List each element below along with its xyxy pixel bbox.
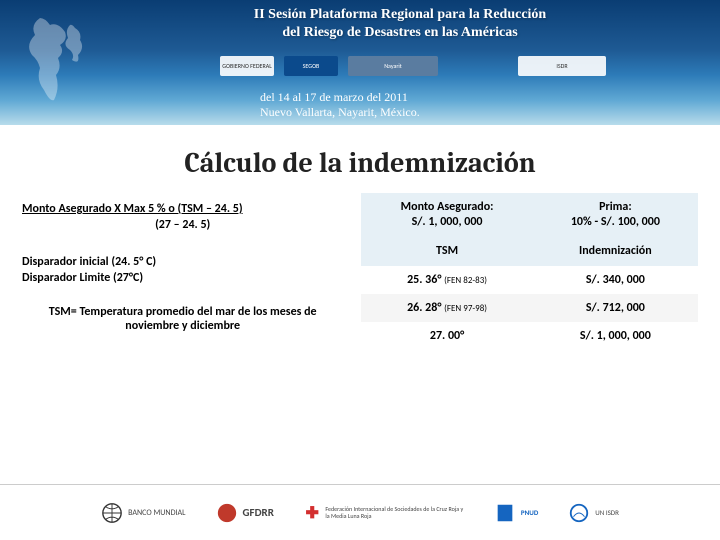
left-column: Monto Asegurado X Max 5 % o (TSM – 24. 5…	[22, 193, 343, 350]
badge-segob: SEGOB	[284, 56, 338, 76]
logo-world-bank: BANCO MUNDIAL	[101, 502, 185, 524]
banner-title-line2: del Riesgo de Desastres en las Américas	[282, 25, 517, 40]
badge-gobierno: GOBIERNO FEDERAL	[220, 56, 274, 76]
banner-subtitle: del 14 al 17 de marzo del 2011 Nuevo Val…	[260, 90, 420, 119]
banner-title-line1: II Sesión Plataforma Regional para la Re…	[254, 7, 546, 22]
th-monto: Monto Asegurado: S/. 1, 000, 000	[361, 193, 532, 237]
trigger-initial: Disparador inicial (24. 5° C)	[22, 255, 343, 271]
badge-isdr: ISDR	[518, 56, 606, 76]
indemnity-table: Monto Asegurado: S/. 1, 000, 000 Prima: …	[361, 193, 698, 350]
tsm-note: TSM= Temperatura promedio del mar de los…	[22, 305, 343, 333]
table-body: 25. 36° (FEN 82-83) S/. 340, 000 26. 28°…	[361, 266, 698, 350]
formula-numerator: Monto Asegurado X Max 5 % o (TSM – 24. 5…	[22, 201, 343, 217]
logo-gfdrr: GFDRR	[216, 502, 274, 524]
formula-denominator: (27 – 24. 5)	[22, 217, 343, 233]
header-banner: II Sesión Plataforma Regional para la Re…	[0, 0, 720, 125]
content-area: Monto Asegurado X Max 5 % o (TSM – 24. 5…	[0, 179, 720, 350]
right-column: Monto Asegurado: S/. 1, 000, 000 Prima: …	[361, 193, 698, 350]
footer-logos: BANCO MUNDIAL GFDRR Federación Internaci…	[0, 484, 720, 540]
sponsor-badge-row: GOBIERNO FEDERAL SEGOB Nayarit ISDR	[220, 56, 606, 76]
table-row: 26. 28° (FEN 97-98) S/. 712, 000	[361, 294, 698, 322]
banner-title: II Sesión Plataforma Regional para la Re…	[120, 6, 680, 41]
trigger-limit: Disparador Limite (27°C)	[22, 271, 343, 287]
formula-block: Monto Asegurado X Max 5 % o (TSM – 24. 5…	[22, 201, 343, 233]
page-title: Cálculo de la indemnización	[0, 147, 720, 179]
banner-sub-line2: Nuevo Vallarta, Nayarit, México.	[260, 105, 420, 119]
th-prima: Prima: 10% - S/. 100, 000	[533, 193, 698, 237]
th-tsm: TSM	[361, 237, 532, 266]
banner-sub-line1: del 14 al 17 de marzo del 2011	[260, 90, 408, 104]
th-indem: Indemnización	[533, 237, 698, 266]
logo-isdr: UN ISDR	[568, 502, 619, 524]
americas-map-graphic	[10, 10, 110, 110]
logo-ifrc: Federación Internacional de Sociedades d…	[304, 502, 464, 524]
table-row: 27. 00° S/. 1, 000, 000	[361, 322, 698, 350]
table-row: 25. 36° (FEN 82-83) S/. 340, 000	[361, 266, 698, 294]
badge-nayarit: Nayarit	[348, 56, 438, 76]
logo-pnud: PNUD	[494, 502, 538, 524]
trigger-block: Disparador inicial (24. 5° C) Disparador…	[22, 255, 343, 286]
